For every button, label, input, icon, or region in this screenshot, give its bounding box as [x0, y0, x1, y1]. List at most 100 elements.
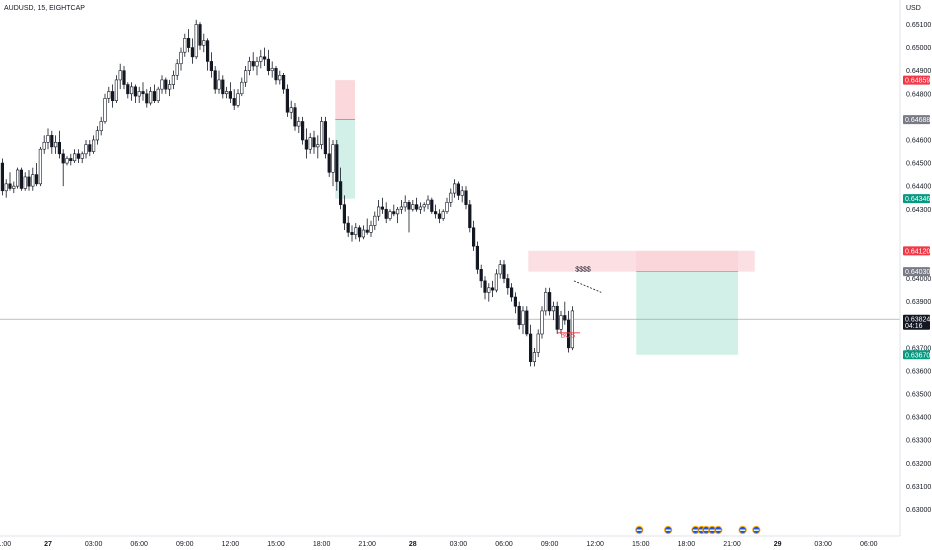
candle-down [483, 280, 487, 293]
candle-down [122, 70, 126, 85]
candle-up [376, 206, 381, 217]
candle-up [388, 211, 392, 219]
candle-down [69, 158, 73, 162]
time-tick-label: 21:00 [358, 541, 376, 548]
candle-down [350, 232, 354, 235]
candle-up [156, 88, 160, 101]
event-flag-icon [635, 525, 644, 535]
candle-up [42, 141, 46, 150]
time-tick-label: 15:00 [267, 541, 285, 548]
price-axis[interactable]: 0.65100 0.65000 0.64900 0.64800 0.64600 0.645… [899, 0, 931, 536]
candle-up [12, 185, 16, 189]
candle-down [525, 310, 529, 335]
candle-up [92, 139, 96, 152]
candle-down [365, 229, 369, 233]
candle-down [50, 135, 54, 148]
candle-up [361, 229, 366, 238]
candle-down [164, 79, 168, 90]
candle-down [281, 74, 286, 90]
candle-up [331, 144, 335, 173]
time-tick-label: 03:00 [814, 541, 832, 548]
candle-up [270, 68, 274, 71]
candle-up [65, 158, 69, 164]
current-price-badge-bg [903, 314, 930, 330]
candle-down [209, 61, 214, 71]
candle-up [107, 91, 111, 99]
time-axis[interactable]: 21:00 27 03:00 06:00 09:00 12:00 15:00 18:00 21:… [0, 525, 900, 548]
time-tick-label: 12:00 [586, 541, 604, 548]
time-tick-label: 06:00 [860, 541, 878, 548]
price-tick-label: 0.63400 [906, 415, 931, 422]
candle-down [221, 79, 225, 95]
candle-up [278, 74, 282, 81]
candle-up [23, 176, 27, 189]
event-flag-stripe [693, 529, 699, 531]
candle-up [137, 91, 141, 97]
event-flag-stripe [703, 529, 709, 531]
candle-up [395, 208, 400, 215]
event-flag-icon [738, 525, 747, 535]
candle-up [217, 79, 221, 90]
price-tick-label: 0.63200 [906, 461, 931, 468]
candle-down [213, 70, 217, 90]
time-tick-label: 18:00 [313, 541, 331, 548]
candle-down [76, 153, 80, 159]
candle-up [118, 70, 122, 81]
event-flag-stripe [636, 529, 642, 531]
candle-down [468, 204, 472, 229]
price-tick-label: 0.64900 [906, 68, 931, 75]
candle-down [126, 84, 130, 95]
event-flag-stripe [740, 529, 746, 531]
candle-down [141, 91, 145, 95]
candle-down [61, 153, 65, 164]
time-tick-label: 18:00 [678, 541, 696, 548]
price-badge: 0.64030 [903, 267, 930, 277]
candle-up [449, 192, 453, 203]
candle-down [34, 174, 39, 185]
candle-up [487, 287, 491, 293]
candle-down [251, 61, 255, 67]
candle-down [145, 93, 149, 104]
candle-down [232, 98, 236, 106]
event-flag-icon [664, 525, 673, 535]
zones-layer [0, 80, 900, 355]
candle-down [293, 107, 297, 127]
event-flag-stripe [665, 529, 671, 531]
candle-down [8, 183, 12, 189]
event-flag-stripe [709, 529, 715, 531]
candle-up [255, 61, 259, 67]
candle-up [403, 202, 407, 208]
candle-down [380, 206, 385, 210]
candle-down [433, 211, 438, 215]
candle-up [426, 199, 430, 205]
candle-up [149, 91, 153, 104]
candle-up [183, 38, 187, 53]
price-tick-label: 0.64600 [906, 137, 931, 144]
candle-down [479, 269, 483, 282]
candle-down [327, 153, 331, 173]
time-tick-label: 06:00 [130, 541, 148, 548]
candle-up [99, 121, 103, 132]
candle-down [346, 222, 350, 233]
candle-down [228, 91, 233, 99]
event-flag-icon [714, 525, 723, 535]
price-badge-bg [903, 115, 930, 125]
candle-up [445, 202, 449, 212]
candle-up [441, 211, 445, 219]
candle-down [0, 162, 4, 192]
candle-down [152, 91, 157, 101]
candle-up [354, 227, 358, 235]
price-tick-label: 0.64500 [906, 161, 931, 168]
candle-down [338, 181, 343, 205]
candle-up [244, 70, 248, 83]
candle-up [460, 190, 464, 196]
candle-down [190, 47, 195, 58]
candle-down [437, 213, 442, 219]
candle-down [407, 202, 411, 210]
candle-down [300, 121, 305, 141]
price-tick-label: 0.63100 [906, 484, 931, 491]
candle-down [566, 319, 571, 349]
candle-up [175, 63, 179, 76]
